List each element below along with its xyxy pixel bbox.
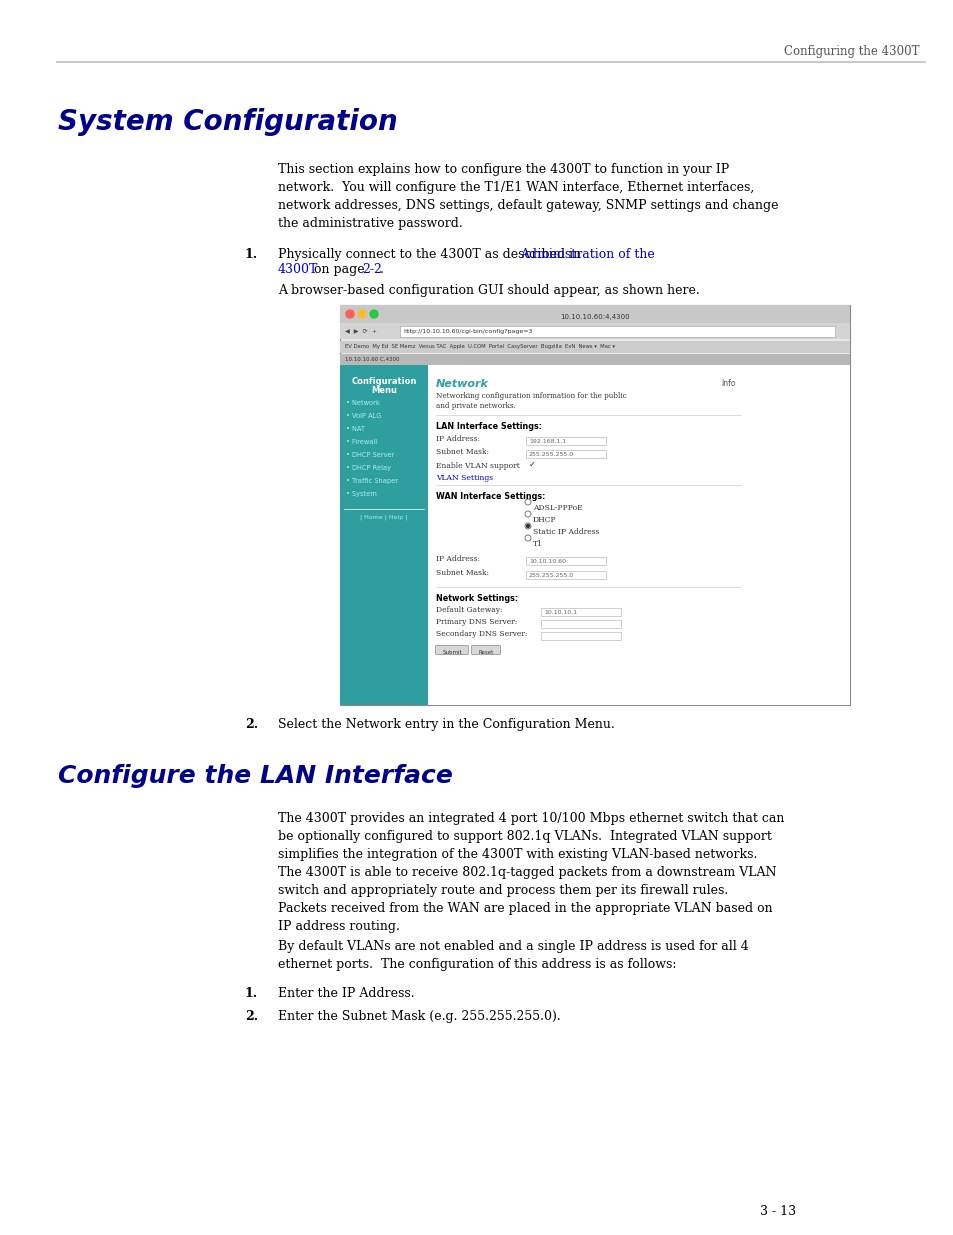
Text: 10.10.10.60:4,4300: 10.10.10.60:4,4300 (559, 314, 629, 320)
Text: Subnet Mask:: Subnet Mask: (436, 569, 489, 577)
Text: Network: Network (436, 379, 488, 389)
Text: System Configuration: System Configuration (58, 107, 397, 136)
Bar (525, 557, 605, 564)
Bar (399, 326, 834, 337)
Bar (525, 437, 605, 445)
Text: http://10.10.10.60/cgi-bin/config?page=3: http://10.10.10.60/cgi-bin/config?page=3 (402, 329, 532, 333)
Text: 4300T: 4300T (277, 263, 318, 275)
Circle shape (526, 525, 529, 527)
Text: A browser-based configuration GUI should appear, as shown here.: A browser-based configuration GUI should… (277, 284, 699, 296)
Text: Submit: Submit (442, 650, 461, 655)
Text: Enter the Subnet Mask (e.g. 255.255.255.0).: Enter the Subnet Mask (e.g. 255.255.255.… (277, 1010, 560, 1023)
Text: Menu: Menu (371, 387, 396, 395)
Text: DHCP: DHCP (533, 516, 556, 524)
Text: Physically connect to the 4300T as described in: Physically connect to the 4300T as descr… (277, 248, 584, 261)
Text: 2-2: 2-2 (361, 263, 381, 275)
Text: • Traffic Shaper: • Traffic Shaper (346, 478, 397, 484)
Text: 1.: 1. (245, 248, 257, 261)
Text: Enable VLAN support: Enable VLAN support (436, 462, 519, 471)
Text: • Network: • Network (346, 400, 379, 406)
Text: • System: • System (346, 492, 376, 496)
Text: The 4300T provides an integrated 4 port 10/100 Mbps ethernet switch that can
be : The 4300T provides an integrated 4 port … (277, 811, 783, 932)
Text: WAN Interface Settings:: WAN Interface Settings: (436, 492, 545, 501)
Text: ✓: ✓ (529, 459, 536, 469)
Text: Enter the IP Address.: Enter the IP Address. (277, 987, 415, 1000)
Text: Primary DNS Server:: Primary DNS Server: (436, 618, 517, 626)
Text: Configuring the 4300T: Configuring the 4300T (783, 46, 919, 58)
Bar (339, 354, 849, 366)
Circle shape (370, 310, 377, 317)
Text: Subnet Mask:: Subnet Mask: (436, 448, 489, 456)
Bar (339, 366, 428, 705)
Circle shape (357, 310, 366, 317)
Text: 1.: 1. (245, 987, 257, 1000)
Text: By default VLANs are not enabled and a single IP address is used for all 4
ether: By default VLANs are not enabled and a s… (277, 940, 748, 971)
Bar (339, 305, 849, 705)
Text: T1: T1 (533, 540, 542, 548)
Bar (525, 571, 605, 579)
Text: 2.: 2. (245, 1010, 257, 1023)
Text: .: . (379, 263, 383, 275)
FancyBboxPatch shape (435, 646, 468, 655)
Text: Info: Info (720, 379, 735, 388)
Text: 10.10.10.1: 10.10.10.1 (543, 610, 577, 615)
Text: ADSL-PPPoE: ADSL-PPPoE (533, 504, 582, 513)
Circle shape (524, 499, 531, 505)
Text: Static IP Address: Static IP Address (533, 529, 598, 536)
Text: Networking configuration information for the public
and private networks.: Networking configuration information for… (436, 391, 626, 410)
Text: 192.168.1.1: 192.168.1.1 (529, 438, 566, 445)
Text: Reset: Reset (477, 650, 493, 655)
Text: 255.255.255.0: 255.255.255.0 (529, 452, 574, 457)
Text: 10.10.10.60: 10.10.10.60 (529, 559, 565, 564)
Text: 3 - 13: 3 - 13 (760, 1205, 796, 1218)
Text: LAN Interface Settings:: LAN Interface Settings: (436, 422, 541, 431)
Text: • NAT: • NAT (346, 426, 365, 432)
Bar (339, 305, 849, 324)
Text: • DHCP Relay: • DHCP Relay (346, 466, 391, 471)
Text: 2.: 2. (245, 718, 257, 731)
Text: VLAN Settings: VLAN Settings (436, 474, 493, 482)
Text: IP Address:: IP Address: (436, 435, 479, 443)
Text: Configuration: Configuration (351, 377, 416, 387)
Text: | Home | Help |: | Home | Help | (360, 515, 407, 520)
Circle shape (346, 310, 354, 317)
Bar (339, 341, 849, 353)
Bar (540, 620, 620, 629)
Text: IP Address:: IP Address: (436, 555, 479, 563)
Bar (339, 324, 849, 338)
Text: • VoIP ALG: • VoIP ALG (346, 412, 381, 419)
Circle shape (524, 535, 531, 541)
Bar (525, 450, 605, 458)
Bar (339, 366, 849, 705)
Bar (540, 632, 620, 640)
Text: EV Demo  My Ed  SE Memz  Venus TAC  Apple  U.COM  Portal  CasyServer  Bugzilla  : EV Demo My Ed SE Memz Venus TAC Apple U.… (345, 345, 615, 350)
Text: 255.255.255.0: 255.255.255.0 (529, 573, 574, 578)
Bar (540, 608, 620, 616)
Text: Configure the LAN Interface: Configure the LAN Interface (58, 764, 453, 788)
Text: 10.10.10.60 C,4300: 10.10.10.60 C,4300 (345, 357, 399, 362)
Text: Select the Network entry in the Configuration Menu.: Select the Network entry in the Configur… (277, 718, 614, 731)
Text: This section explains how to configure the 4300T to function in your IP
network.: This section explains how to configure t… (277, 163, 778, 230)
Text: ◀  ▶  ⟳  +: ◀ ▶ ⟳ + (345, 329, 376, 333)
Text: Secondary DNS Server:: Secondary DNS Server: (436, 630, 527, 638)
Text: Default Gateway:: Default Gateway: (436, 606, 502, 614)
Text: • Firewall: • Firewall (346, 438, 376, 445)
Text: Network Settings:: Network Settings: (436, 594, 517, 603)
Circle shape (524, 522, 531, 529)
Circle shape (524, 511, 531, 517)
Text: Administration of the: Administration of the (519, 248, 655, 261)
Text: on page: on page (310, 263, 368, 275)
FancyBboxPatch shape (471, 646, 500, 655)
Text: • DHCP Server: • DHCP Server (346, 452, 394, 458)
